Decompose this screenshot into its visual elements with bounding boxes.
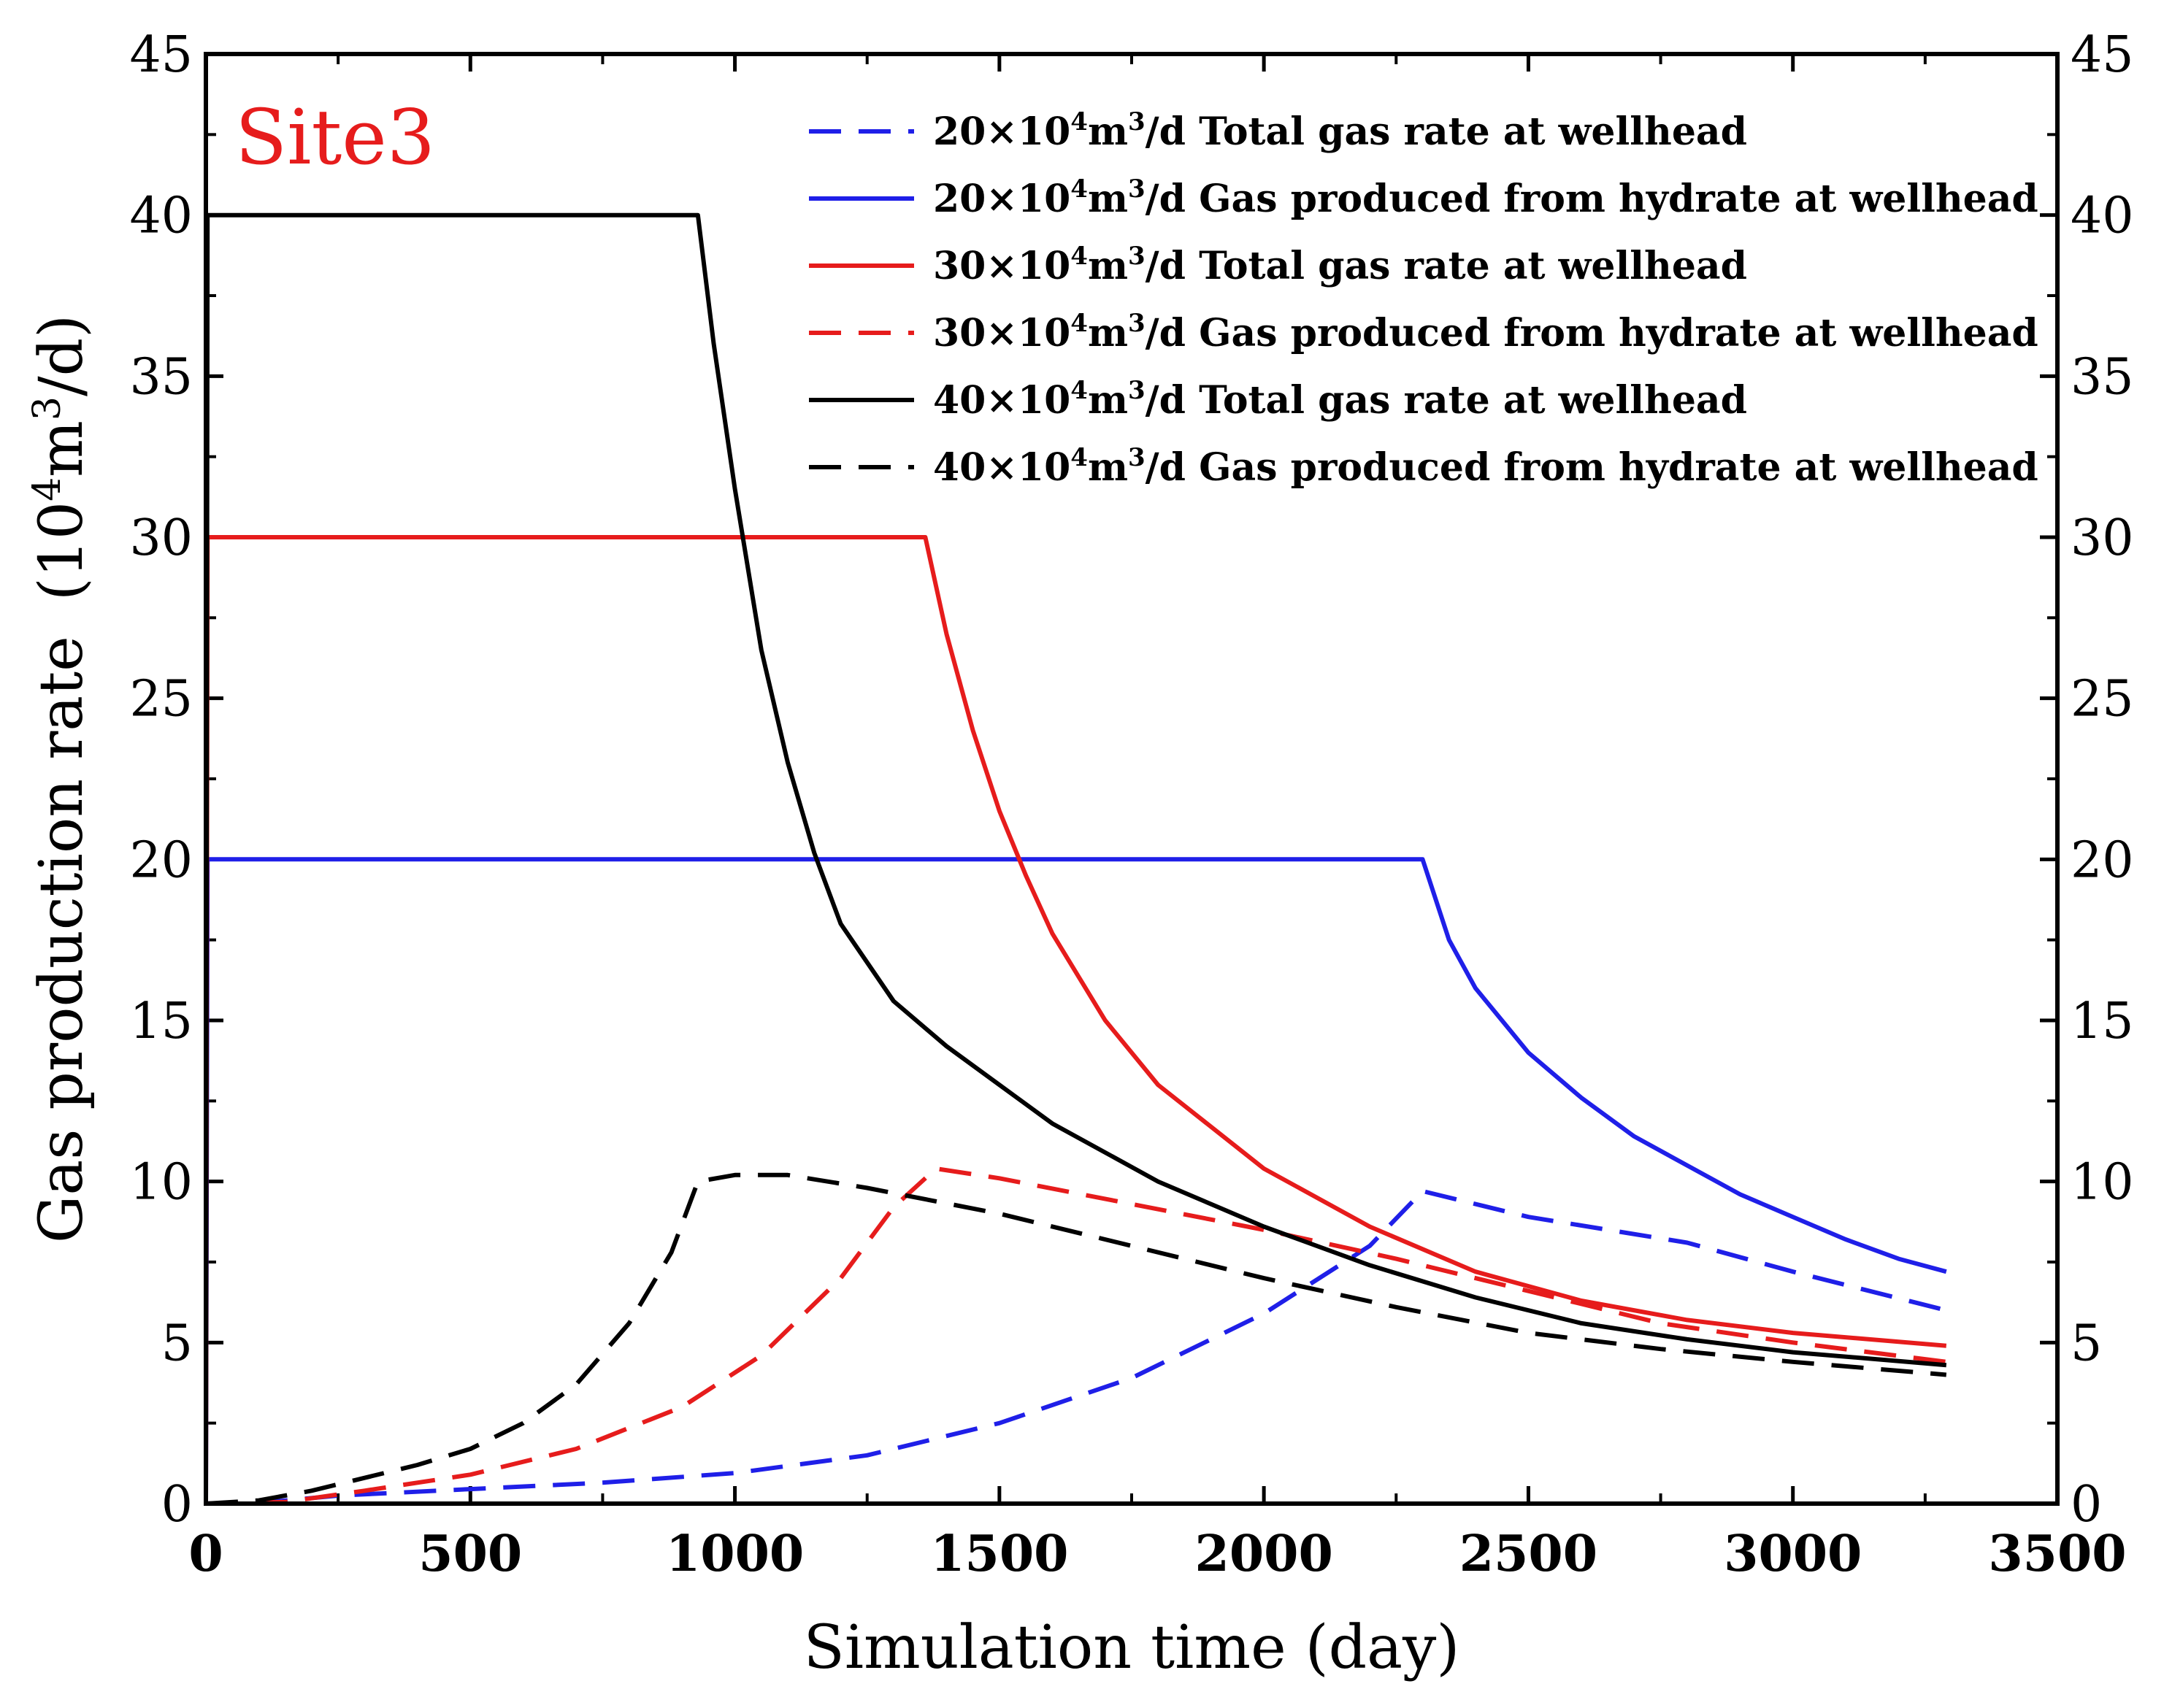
tick-marks (204, 52, 2060, 1506)
y-tick-label-right: 45 (2071, 26, 2134, 84)
series-line-2 (204, 857, 1947, 1504)
series-line-3 (204, 535, 1947, 1504)
x-tick-label: 2500 (1459, 1525, 1597, 1583)
y-tick-label-left: 45 (129, 26, 193, 84)
y-tick-label-right: 0 (2071, 1476, 2102, 1534)
y-axis-unit-close: /d) (27, 315, 96, 396)
y-axis-title: Gas production rate (104m3/d) (26, 315, 96, 1243)
y-tick-label-right: 5 (2071, 1315, 2102, 1372)
y-tick-label-left: 0 (161, 1476, 193, 1534)
series-line-6 (205, 1172, 1947, 1506)
legend-label-6: 40×104m3/d Gas produced from hydrate at … (933, 443, 2038, 490)
y-axis-unit-m: m (27, 420, 96, 477)
y-tick-label-right: 15 (2071, 993, 2134, 1050)
y-tick-label-right: 40 (2071, 188, 2134, 245)
legend: 20×104m3/d Total gas rate at wellhead 20×… (809, 107, 2038, 490)
y-tick-label-left: 25 (129, 671, 193, 728)
y-tick-label-left: 30 (129, 509, 193, 567)
y-axis-title-main: Gas production rate (27, 636, 96, 1243)
y-tick-label-left: 35 (129, 348, 193, 406)
x-tick-label: 2000 (1195, 1525, 1333, 1583)
series-line-4 (205, 1166, 1947, 1506)
series-lines (204, 212, 1947, 1506)
y-tick-label-right: 30 (2071, 509, 2134, 567)
x-tick-label: 1500 (930, 1525, 1068, 1583)
legend-label-5: 40×104m3/d Total gas rate at wellhead (933, 376, 1747, 423)
x-tick-label: 0 (188, 1525, 223, 1583)
y-tick-label-left: 10 (129, 1154, 193, 1212)
legend-label-3: 30×104m3/d Total gas rate at wellhead (933, 242, 1747, 288)
plot-frame (204, 52, 2060, 1506)
y-axis-unit-sup2: 3 (26, 396, 69, 420)
x-tick-label: 3000 (1724, 1525, 1862, 1583)
legend-label-1: 20×104m3/d Total gas rate at wellhead (933, 107, 1747, 154)
y-tick-label-left: 20 (129, 831, 193, 889)
y-tick-label-right: 10 (2071, 1154, 2134, 1212)
legend-label-2: 20×104m3/d Gas produced from hydrate at … (933, 174, 2038, 221)
x-tick-label: 500 (418, 1525, 522, 1583)
y-axis-unit-sup1: 4 (26, 477, 69, 501)
y-tick-label-right: 25 (2071, 671, 2134, 728)
site-label: Site3 (235, 93, 435, 182)
y-tick-label-right: 35 (2071, 348, 2134, 406)
y-tick-label-left: 40 (129, 188, 193, 245)
series-line-1 (205, 1188, 1947, 1506)
series-line-5 (204, 212, 1947, 1504)
x-axis-title: Simulation time (day) (804, 1613, 1460, 1682)
y-tick-label-left: 15 (129, 993, 193, 1050)
y-tick-label-right: 20 (2071, 831, 2134, 889)
y-axis-unit-open: (10 (27, 501, 96, 601)
x-tick-label: 3500 (1988, 1525, 2126, 1583)
x-tick-label: 1000 (666, 1525, 804, 1583)
y-tick-label-left: 5 (161, 1315, 193, 1372)
legend-label-4: 30×104m3/d Gas produced from hydrate at … (933, 309, 2038, 355)
